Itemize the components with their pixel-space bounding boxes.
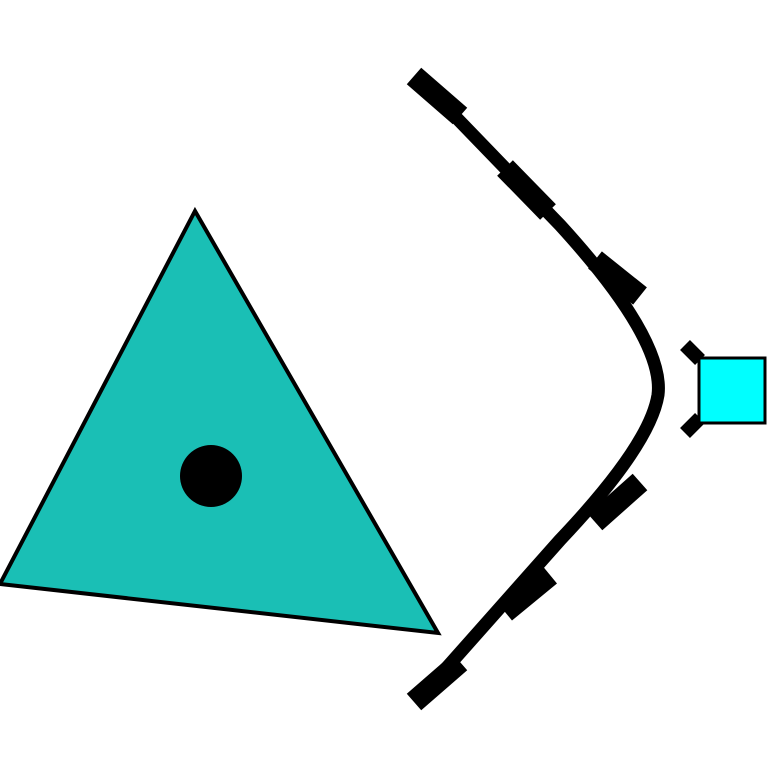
- barrier-hatch: [587, 473, 648, 531]
- center-dot: [180, 445, 242, 507]
- cyan-square: [697, 356, 767, 425]
- barrier-hatch: [498, 566, 557, 621]
- curved-barrier: [406, 67, 665, 711]
- barrier-hatch: [497, 160, 556, 220]
- barrier-hatch: [588, 251, 647, 305]
- barrier-hatch: [406, 653, 468, 711]
- barrier-hatch: [406, 67, 468, 125]
- teal-triangle: [0, 206, 442, 636]
- barrier-curve: [413, 73, 665, 705]
